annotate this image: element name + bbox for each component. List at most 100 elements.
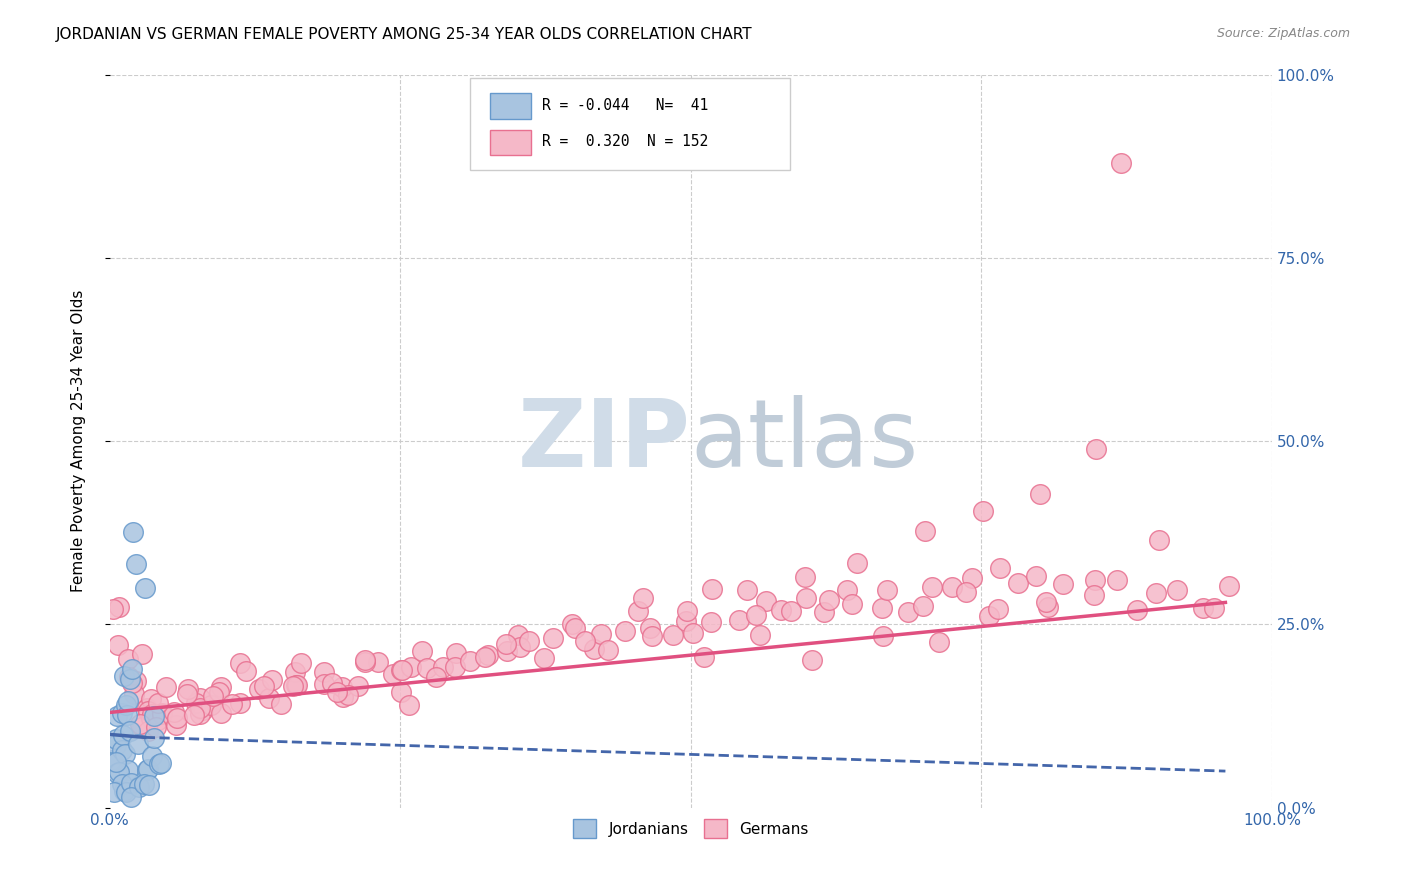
Point bbox=[105, 765, 128, 780]
Point bbox=[145, 720, 167, 734]
Point bbox=[496, 644, 519, 658]
Point bbox=[290, 656, 312, 670]
Point bbox=[336, 688, 359, 702]
Point bbox=[112, 784, 135, 798]
Point bbox=[794, 591, 817, 605]
Point bbox=[693, 649, 716, 664]
Point bbox=[107, 709, 129, 723]
Point bbox=[121, 662, 143, 676]
Point bbox=[391, 663, 413, 677]
Point bbox=[872, 629, 894, 643]
Bar bbox=[489, 129, 530, 155]
Point bbox=[148, 757, 170, 772]
Point bbox=[136, 724, 159, 739]
Point bbox=[143, 731, 166, 745]
Point bbox=[229, 696, 252, 710]
Point bbox=[260, 673, 283, 687]
Point bbox=[235, 664, 257, 678]
Point bbox=[103, 602, 125, 616]
Point bbox=[136, 706, 159, 721]
Point bbox=[960, 571, 983, 585]
Point bbox=[589, 626, 612, 640]
Point bbox=[870, 601, 893, 615]
Point bbox=[911, 599, 934, 613]
Point bbox=[780, 603, 803, 617]
Point bbox=[444, 660, 467, 674]
Legend: Jordanians, Germans: Jordanians, Germans bbox=[567, 814, 814, 844]
Point bbox=[183, 708, 205, 723]
Point bbox=[543, 632, 565, 646]
Point bbox=[682, 626, 704, 640]
Point bbox=[1025, 569, 1047, 583]
Point bbox=[105, 756, 128, 770]
Point bbox=[749, 628, 772, 642]
Text: ZIP: ZIP bbox=[517, 395, 690, 487]
Point bbox=[221, 698, 243, 712]
Point bbox=[117, 652, 139, 666]
Y-axis label: Female Poverty Among 25-34 Year Olds: Female Poverty Among 25-34 Year Olds bbox=[72, 290, 86, 592]
Point bbox=[101, 755, 124, 769]
Point bbox=[1109, 155, 1132, 169]
Point bbox=[285, 678, 308, 692]
Point bbox=[284, 678, 307, 692]
Point bbox=[1166, 583, 1188, 598]
Point bbox=[132, 777, 155, 791]
Point bbox=[131, 647, 153, 661]
Point bbox=[921, 580, 943, 594]
Point bbox=[955, 585, 977, 599]
Point bbox=[115, 785, 138, 799]
Point bbox=[118, 672, 141, 686]
Point bbox=[122, 687, 145, 701]
Point bbox=[105, 738, 128, 752]
Point bbox=[1035, 595, 1057, 609]
Point bbox=[1084, 573, 1107, 587]
Point bbox=[1144, 586, 1167, 600]
Point bbox=[135, 764, 157, 778]
Point bbox=[702, 582, 724, 596]
Point bbox=[533, 651, 555, 665]
Point bbox=[979, 609, 1001, 624]
Point bbox=[193, 703, 215, 717]
Point bbox=[149, 756, 172, 770]
Text: atlas: atlas bbox=[690, 395, 920, 487]
Point bbox=[633, 591, 655, 605]
Point bbox=[114, 747, 136, 761]
Point bbox=[188, 691, 211, 706]
Point bbox=[107, 600, 129, 615]
Point bbox=[165, 718, 187, 732]
Point bbox=[326, 685, 349, 699]
Point bbox=[1085, 442, 1108, 456]
Point bbox=[813, 605, 835, 619]
Point bbox=[675, 614, 697, 628]
Point bbox=[138, 778, 160, 792]
Text: Source: ZipAtlas.com: Source: ZipAtlas.com bbox=[1216, 27, 1350, 40]
Text: JORDANIAN VS GERMAN FEMALE POVERTY AMONG 25-34 YEAR OLDS CORRELATION CHART: JORDANIAN VS GERMAN FEMALE POVERTY AMONG… bbox=[56, 27, 752, 42]
Point bbox=[598, 643, 620, 657]
Point bbox=[1028, 487, 1050, 501]
Point bbox=[914, 524, 936, 538]
Point bbox=[354, 653, 377, 667]
Point bbox=[415, 660, 437, 674]
Point bbox=[1038, 599, 1060, 614]
Point bbox=[398, 698, 420, 712]
Point bbox=[1083, 588, 1105, 602]
Point bbox=[200, 698, 222, 712]
Point bbox=[987, 601, 1010, 615]
Point bbox=[134, 581, 156, 595]
Point bbox=[1147, 533, 1170, 548]
Point bbox=[112, 728, 135, 742]
Point bbox=[209, 680, 232, 694]
Point bbox=[770, 603, 793, 617]
Point bbox=[941, 580, 963, 594]
Point bbox=[229, 656, 252, 670]
Point bbox=[127, 737, 149, 751]
Point bbox=[112, 669, 135, 683]
Point bbox=[367, 655, 389, 669]
Point bbox=[699, 615, 721, 629]
Point bbox=[574, 633, 596, 648]
Point bbox=[111, 706, 134, 721]
Point bbox=[640, 629, 662, 643]
Point bbox=[389, 663, 412, 677]
Point bbox=[120, 776, 142, 790]
Point bbox=[321, 675, 343, 690]
